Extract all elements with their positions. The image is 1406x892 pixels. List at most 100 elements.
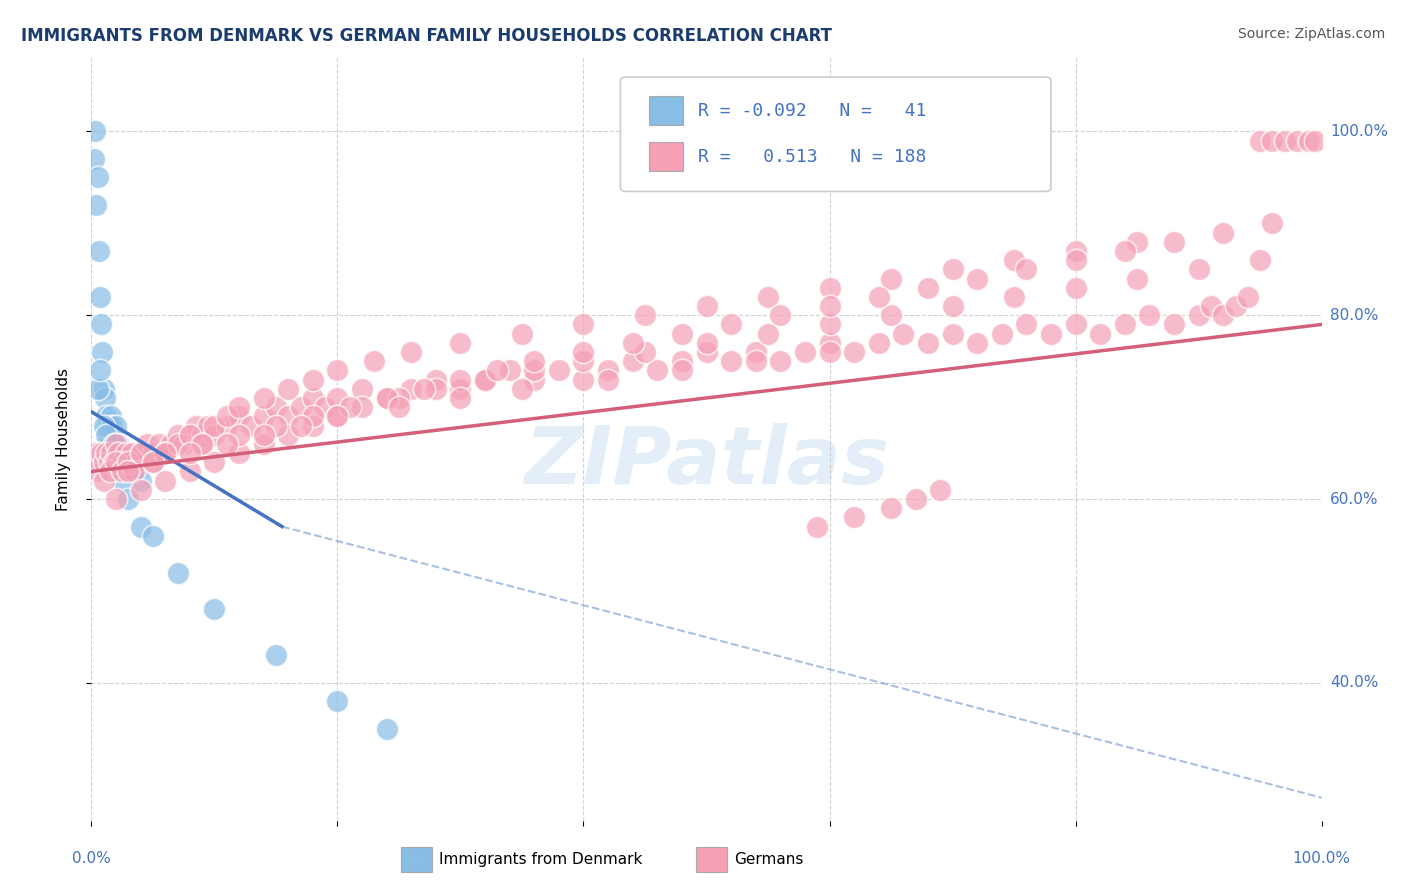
- Point: [129, 446, 152, 460]
- Point: [84, 124, 107, 138]
- Point: [91, 345, 114, 359]
- Point: [202, 602, 225, 616]
- Point: [1015, 318, 1038, 332]
- Point: [399, 382, 422, 396]
- Point: [111, 455, 134, 469]
- Point: [215, 418, 238, 433]
- Point: [215, 437, 238, 451]
- Point: [103, 437, 125, 451]
- Point: [104, 437, 127, 451]
- Point: [806, 519, 828, 533]
- Point: [412, 382, 434, 396]
- Point: [129, 519, 152, 533]
- Point: [1126, 271, 1149, 285]
- Point: [880, 271, 903, 285]
- FancyBboxPatch shape: [648, 96, 683, 125]
- Point: [375, 722, 398, 736]
- Point: [326, 409, 349, 424]
- Point: [1002, 253, 1025, 268]
- Point: [105, 455, 127, 469]
- Point: [1163, 318, 1185, 332]
- Text: 100.0%: 100.0%: [1330, 124, 1388, 139]
- Point: [326, 694, 349, 708]
- Point: [228, 427, 250, 442]
- Point: [179, 427, 201, 442]
- Point: [142, 446, 165, 460]
- Point: [1088, 326, 1111, 341]
- Point: [474, 373, 496, 387]
- Point: [1199, 299, 1222, 313]
- Point: [90, 318, 112, 332]
- Point: [671, 363, 693, 377]
- Point: [98, 418, 121, 433]
- Point: [89, 290, 111, 304]
- Point: [695, 335, 717, 350]
- Point: [107, 437, 129, 451]
- Point: [93, 382, 115, 396]
- Point: [135, 437, 157, 451]
- Point: [818, 318, 841, 332]
- Point: [756, 326, 779, 341]
- Point: [1064, 244, 1087, 258]
- Point: [523, 363, 546, 377]
- Point: [124, 465, 146, 479]
- Point: [1064, 281, 1087, 295]
- Point: [1126, 235, 1149, 249]
- Point: [399, 345, 422, 359]
- Point: [148, 437, 170, 451]
- Point: [375, 391, 398, 405]
- Point: [621, 354, 644, 368]
- Point: [103, 427, 125, 442]
- Point: [153, 474, 177, 488]
- Point: [818, 345, 841, 359]
- Point: [264, 400, 287, 414]
- Point: [326, 363, 349, 377]
- Point: [917, 281, 939, 295]
- Point: [941, 262, 963, 277]
- Point: [486, 363, 509, 377]
- Text: 80.0%: 80.0%: [1330, 308, 1378, 323]
- Point: [449, 335, 471, 350]
- Point: [84, 446, 107, 460]
- Point: [339, 400, 361, 414]
- FancyBboxPatch shape: [648, 142, 683, 171]
- Point: [89, 363, 111, 377]
- Point: [191, 437, 214, 451]
- Point: [1039, 326, 1063, 341]
- Point: [917, 335, 939, 350]
- Point: [1114, 244, 1136, 258]
- Point: [1298, 134, 1320, 148]
- Point: [107, 446, 129, 460]
- Point: [96, 427, 117, 442]
- Point: [756, 290, 779, 304]
- Point: [100, 446, 122, 460]
- Point: [94, 391, 117, 405]
- Point: [166, 427, 188, 442]
- Point: [253, 391, 276, 405]
- Point: [100, 409, 122, 424]
- Point: [695, 345, 717, 359]
- Point: [179, 446, 201, 460]
- Point: [596, 373, 619, 387]
- Point: [1212, 308, 1234, 322]
- Point: [197, 418, 219, 433]
- Point: [1187, 262, 1209, 277]
- Point: [277, 427, 299, 442]
- Point: [314, 400, 336, 414]
- Point: [523, 354, 546, 368]
- Point: [117, 455, 139, 469]
- Text: 100.0%: 100.0%: [1292, 851, 1351, 866]
- Point: [572, 373, 595, 387]
- Point: [253, 427, 276, 442]
- Point: [98, 465, 121, 479]
- Point: [240, 418, 263, 433]
- Point: [166, 437, 188, 451]
- Point: [474, 373, 496, 387]
- Point: [671, 354, 693, 368]
- Point: [1114, 318, 1136, 332]
- Point: [301, 391, 323, 405]
- Point: [572, 345, 595, 359]
- Point: [253, 409, 276, 424]
- Point: [142, 455, 165, 469]
- Point: [301, 409, 323, 424]
